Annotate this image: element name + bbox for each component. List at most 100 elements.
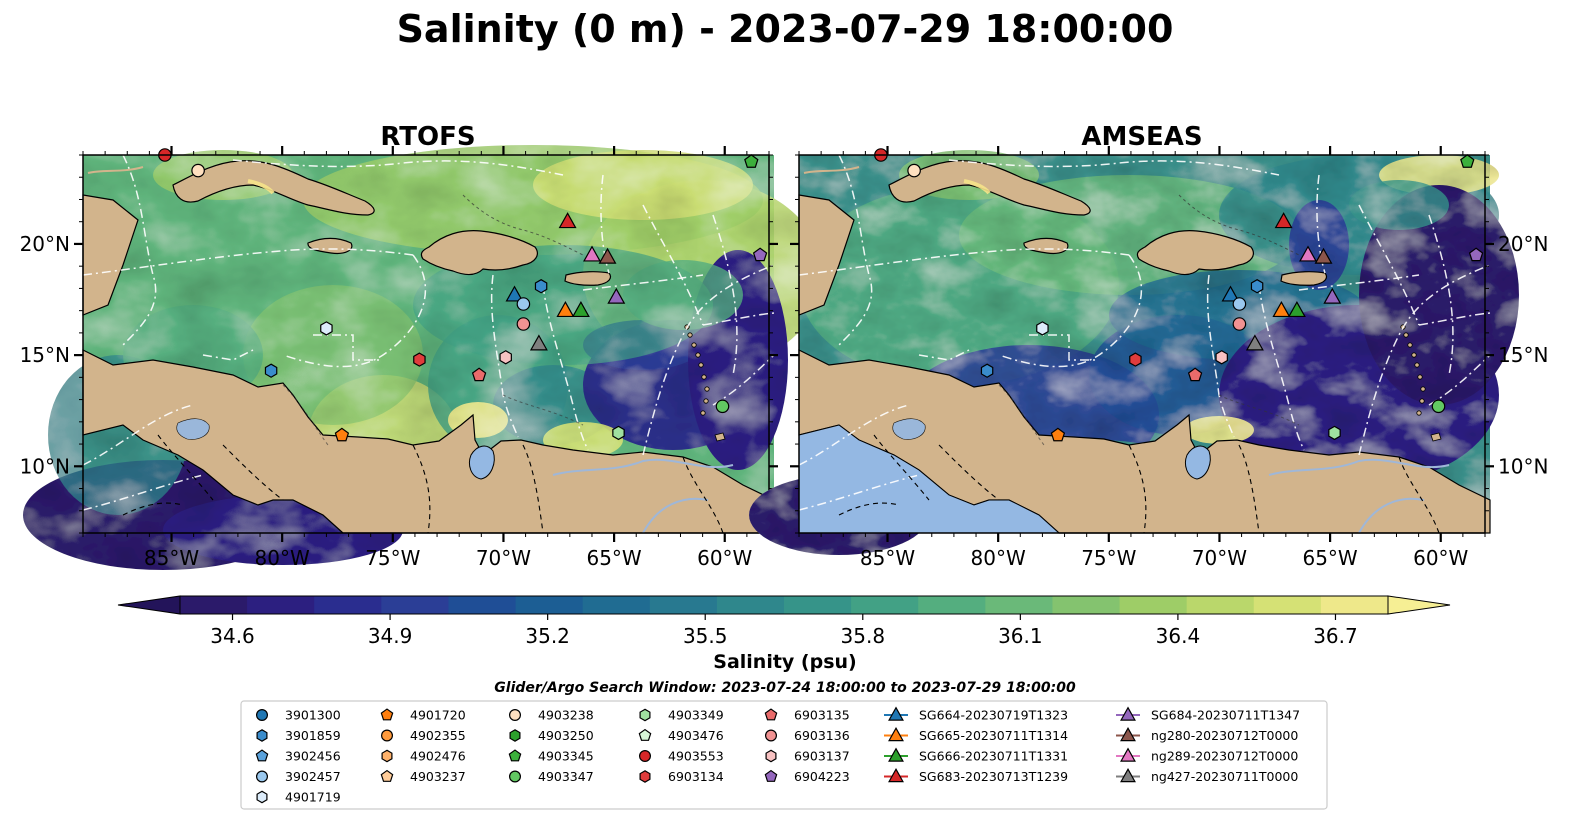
colorbar-bin [1320, 596, 1389, 614]
platform-marker [499, 350, 512, 365]
map-frame-amseas [798, 154, 1486, 534]
platform-marker [334, 427, 350, 442]
platform-marker [413, 352, 426, 367]
colorbar-tick-label: 36.1 [998, 624, 1043, 648]
colorbar-tick-label: 35.2 [525, 624, 570, 648]
platform-marker [612, 425, 625, 441]
colorbar-bin [1119, 596, 1188, 614]
legend-label: 3901859 [285, 728, 341, 743]
lat-tick-label: 20°N [1498, 232, 1548, 256]
platform-marker [516, 297, 531, 311]
legend-marker [639, 708, 651, 722]
legend-item: 4903345 [508, 749, 594, 764]
platform-marker [1314, 247, 1333, 264]
panel-title-amseas: AMSEAS [1081, 122, 1202, 152]
colorbar-bin [1052, 596, 1121, 614]
platform-marker [1287, 301, 1306, 318]
colorbar-bin [1186, 596, 1255, 614]
map-panel-rtofs: RTOFS 85°W 80°W 75°W 70°W 65°W 60°W 10°N 15°N 20… [20, 122, 823, 570]
legend-marker [255, 708, 269, 722]
legend-label: 4903347 [538, 769, 594, 784]
platform-marker [1221, 285, 1240, 302]
lon-tick-label: 65°W [586, 546, 641, 570]
platform-marker [505, 285, 524, 302]
legend-label: ng280-20230712T0000 [1151, 728, 1298, 743]
axis-ticks-amseas: 85°W 80°W 75°W 70°W 65°W 60°W 10°N 15°N 20°N [790, 146, 1548, 570]
platform-marker [1187, 367, 1203, 382]
platform-marker [471, 367, 487, 382]
platform-marker [516, 317, 531, 331]
colorbar: 34.6 34.9 35.2 35.5 35.8 36.1 36.4 36.7 [117, 595, 1451, 648]
legend-marker [1120, 706, 1136, 721]
legend-marker [888, 706, 904, 721]
colorbar-bin [381, 596, 450, 614]
legend-label: 3901300 [285, 708, 341, 723]
legend-marker [381, 749, 393, 763]
colorbar-bin [180, 596, 248, 614]
colorbar-extend-max [1387, 595, 1451, 615]
legend-marker [380, 729, 394, 742]
legend-label: 4903238 [538, 708, 594, 723]
legend-label: SG684-20230711T1347 [1151, 708, 1300, 723]
legend-item: 4903237 [380, 769, 466, 784]
legend-item: 4903250 [509, 728, 594, 743]
legend-item: 6903134 [639, 769, 724, 784]
colorbar-frame [179, 595, 1389, 615]
platform-marker [1323, 287, 1342, 304]
platform-marker [1250, 278, 1264, 294]
lat-tick-label: 15°N [1498, 343, 1548, 367]
legend-item: 4901719 [256, 790, 341, 805]
legend-item: 4903349 [639, 708, 724, 723]
legend-item: SG666-20230711T1331 [884, 747, 1068, 764]
platform-marker [598, 247, 617, 264]
legend-item: 4902355 [380, 728, 466, 743]
panel-title-rtofs: RTOFS [380, 122, 475, 152]
map-panel-amseas: AMSEAS 85°W 80°W 75°W 70°W 65°W 60°W 10°N 15°N 2… [749, 122, 1548, 570]
lat-tick-label: 20°N [20, 232, 70, 256]
colorbar-bin [582, 596, 651, 614]
legend-marker [639, 770, 651, 783]
lat-tick-label: 10°N [1498, 454, 1548, 478]
platform-marker [607, 287, 626, 304]
legend-label: 4903349 [668, 708, 724, 723]
platform-marker [534, 278, 548, 294]
platform-marker [980, 363, 994, 378]
legend-label: 6903136 [794, 728, 850, 743]
legend-marker [508, 770, 522, 783]
platform-marker [1328, 425, 1341, 441]
legend-item: 3902456 [255, 749, 341, 764]
legend-marker [256, 790, 268, 804]
legend-marker [638, 728, 652, 741]
colorbar-tick-label: 35.5 [683, 624, 728, 648]
platform-marker [1036, 321, 1049, 336]
legend-label: 4901720 [410, 708, 466, 723]
lat-tick-label: 10°N [20, 454, 70, 478]
legend-label: 6904223 [794, 769, 850, 784]
platform-marker [320, 321, 333, 336]
platform-marker [1431, 399, 1446, 414]
legend-item: 4903238 [508, 708, 594, 723]
platform-marker [556, 301, 575, 318]
legend-label: SG665-20230711T1314 [919, 728, 1068, 743]
legend-label: 4903237 [410, 769, 466, 784]
legend-item: 6903135 [764, 708, 850, 723]
legend-item: SG664-20230719T1323 [884, 706, 1068, 723]
colorbar-tick-label: 34.6 [210, 624, 255, 648]
colorbar-tick-label: 36.7 [1313, 624, 1358, 648]
platform-marker [1215, 350, 1228, 365]
lon-tick-label: 75°W [365, 546, 420, 570]
platform-marker [191, 163, 205, 178]
lon-tick-label: 60°W [1413, 546, 1468, 570]
colorbar-label: Salinity (psu) [713, 651, 856, 673]
legend-item: 4903476 [638, 728, 724, 743]
colorbar-bin [515, 596, 584, 614]
legend-item: 6903137 [765, 749, 850, 764]
legend-label: SG683-20230713T1239 [919, 769, 1068, 784]
legend-label: 6903135 [794, 708, 850, 723]
legend-marker [508, 708, 522, 722]
platform-markers-amseas [874, 148, 1484, 442]
legend-item: SG683-20230713T1239 [884, 767, 1068, 784]
legend-marker [1120, 747, 1136, 762]
colorbar-tick-label: 35.8 [841, 624, 886, 648]
